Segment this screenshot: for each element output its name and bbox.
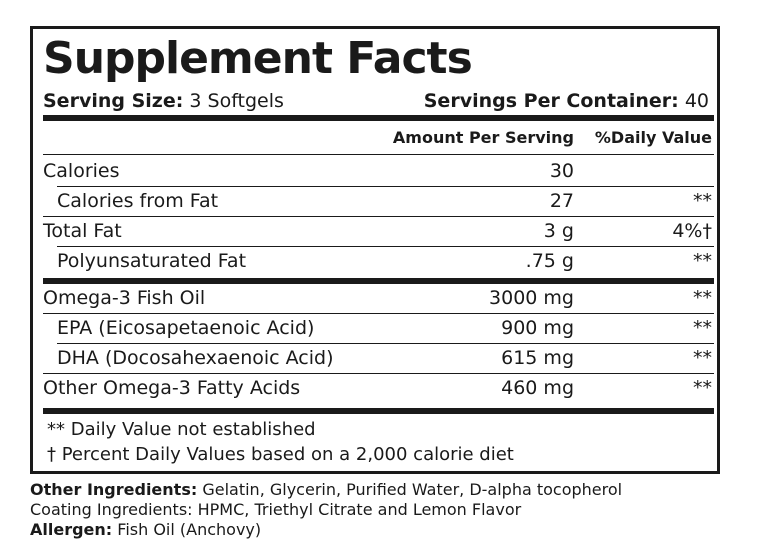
row-divider: [43, 373, 714, 374]
nutrient-row: Polyunsaturated Fat .75 g **: [43, 247, 714, 277]
other-ingredients: Other Ingredients: Gelatin, Glycerin, Pu…: [30, 480, 622, 500]
thick-divider: [43, 115, 714, 121]
row-divider: [43, 216, 714, 217]
nutrient-name: Omega-3 Fish Oil: [43, 287, 206, 309]
nutrient-name: Total Fat: [43, 220, 122, 242]
thin-divider: [43, 154, 714, 155]
nutrient-dv: **: [693, 287, 712, 309]
nutrient-amount: 3 g: [543, 220, 574, 242]
nutrient-dv: **: [693, 317, 712, 339]
nutrient-row: Calories from Fat 27 **: [43, 187, 714, 217]
other-ingredients-value: Gelatin, Glycerin, Purified Water, D-alp…: [202, 480, 623, 499]
thick-divider: [43, 278, 714, 284]
nutrient-name: Other Omega-3 Fatty Acids: [43, 377, 301, 399]
row-divider: [57, 186, 714, 187]
allergen: Allergen: Fish Oil (Anchovy): [30, 520, 261, 540]
nutrient-name: EPA (Eicosapetaenoic Acid): [57, 317, 315, 339]
servings-per-container-value: 40: [684, 90, 709, 112]
nutrient-name: Calories from Fat: [57, 190, 219, 212]
daily-value-header: %Daily Value: [594, 128, 712, 147]
nutrient-name: Calories: [43, 160, 120, 182]
row-divider: [57, 246, 714, 247]
nutrient-row: EPA (Eicosapetaenoic Acid) 900 mg **: [43, 314, 714, 344]
nutrient-row: Other Omega-3 Fatty Acids 460 mg **: [43, 374, 714, 404]
supplement-facts-panel: Supplement Facts Serving Size: 3 Softgel…: [30, 26, 720, 474]
nutrient-dv: 4%†: [672, 220, 712, 242]
nutrient-name: DHA (Docosahexaenoic Acid): [57, 347, 334, 369]
thick-divider: [43, 408, 714, 414]
nutrient-dv: **: [693, 250, 712, 272]
nutrient-amount: 3000 mg: [489, 287, 574, 309]
nutrient-row: Calories 30: [43, 157, 714, 187]
nutrient-name: Polyunsaturated Fat: [57, 250, 247, 272]
serving-size: Serving Size: 3 Softgels: [43, 89, 284, 113]
nutrient-amount: .75 g: [525, 250, 574, 272]
nutrient-dv: **: [693, 377, 712, 399]
other-ingredients-label: Other Ingredients:: [30, 480, 198, 499]
amount-per-serving-header: Amount Per Serving: [392, 128, 574, 147]
nutrient-dv: **: [693, 190, 712, 212]
servings-per-container: Servings Per Container: 40: [424, 89, 709, 113]
nutrient-amount: 900 mg: [501, 317, 574, 339]
serving-size-value: 3 Softgels: [189, 90, 284, 112]
coating-ingredients: Coating Ingredients: HPMC, Triethyl Citr…: [30, 500, 522, 519]
nutrient-amount: 460 mg: [501, 377, 574, 399]
nutrient-amount: 30: [549, 160, 574, 182]
allergen-value: Fish Oil (Anchovy): [117, 520, 262, 539]
nutrient-amount: 615 mg: [501, 347, 574, 369]
column-header: Amount Per Serving %Daily Value: [43, 128, 714, 152]
allergen-label: Allergen:: [30, 520, 113, 539]
nutrient-row: Omega-3 Fish Oil 3000 mg **: [43, 284, 714, 314]
nutrient-dv: **: [693, 347, 712, 369]
footnote-percent-daily: † Percent Daily Values based on a 2,000 …: [47, 444, 514, 465]
serving-size-label: Serving Size:: [43, 90, 184, 112]
nutrient-row: Total Fat 3 g 4%†: [43, 217, 714, 247]
row-divider: [43, 313, 714, 314]
panel-title: Supplement Facts: [43, 33, 473, 84]
footnote-daily-value: ** Daily Value not established: [47, 419, 316, 440]
servings-per-container-label: Servings Per Container:: [423, 90, 679, 112]
row-divider: [57, 343, 714, 344]
nutrient-amount: 27: [549, 190, 574, 212]
nutrient-row: DHA (Docosahexaenoic Acid) 615 mg **: [43, 344, 714, 374]
